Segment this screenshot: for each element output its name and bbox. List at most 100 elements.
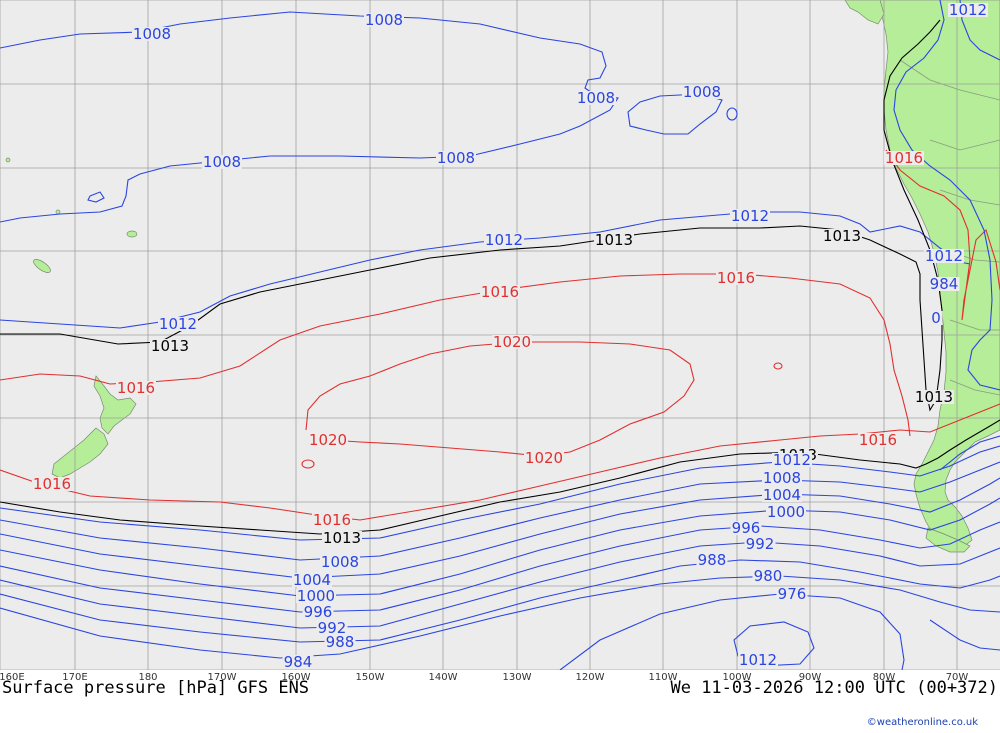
source-credit[interactable]: ©weatheronline.co.uk (866, 717, 978, 728)
isobar-label: 996 (304, 603, 333, 621)
pressure-map: 1008 1008 1008 1008 1008 1008 1012 1012 1012 1012… (0, 0, 1000, 670)
isobar-label-backdrop (312, 513, 352, 527)
longitude-label: 110W (648, 672, 678, 683)
isobar-label-backdrop (696, 553, 728, 567)
isobar-label-backdrop (316, 621, 348, 635)
isobar-label: 1020 (309, 431, 347, 449)
south-america-landmass (879, 0, 1000, 549)
map-valid-time: We 11-03-2026 12:00 UTC (00+372) (670, 678, 998, 698)
isobar-1016-main (0, 273, 911, 437)
longitude-label: 80W (872, 672, 896, 683)
isobar-label-backdrop (132, 27, 172, 41)
isobar-label-backdrop (324, 635, 356, 649)
isobar-label: 1000 (297, 587, 335, 605)
isobar-label-backdrop (772, 453, 812, 467)
isobar-label-backdrop (682, 85, 722, 99)
isobar-label: 1012 (485, 231, 523, 249)
isobar-label-backdrop (766, 505, 806, 519)
longitude-label: 70W (945, 672, 969, 683)
isobar-label: 988 (326, 633, 355, 651)
isobar-label: 1013 (823, 227, 861, 245)
isobar-1008-north (0, 11, 619, 223)
isobar-label: 1004 (293, 571, 331, 589)
isobar-label-backdrop (292, 573, 332, 587)
isobar-label: 1012 (739, 651, 777, 669)
isobar-label: 1008 (133, 25, 171, 43)
isobar-996-south (0, 521, 1000, 613)
isobar-label-backdrop (282, 655, 314, 669)
isobar-label: 1012 (925, 247, 963, 265)
isobar-label: 1020 (525, 449, 563, 467)
isobar-label-backdrop (296, 589, 336, 603)
isobar-label: 1013 (595, 231, 633, 249)
isobar-label: 1016 (313, 511, 351, 529)
island-new-caledonia (33, 259, 51, 273)
isobar-label-backdrop (436, 151, 476, 165)
isobar-1008-south (0, 461, 1000, 561)
isobar-label: 1000 (767, 503, 805, 521)
isobar-1013-south (0, 419, 1000, 535)
isobar-label: 1012 (773, 451, 811, 469)
isobar-label: 1013 (323, 529, 361, 547)
isobar-label-backdrop (364, 13, 404, 27)
isobar-label-backdrop (858, 433, 898, 447)
isobar-label: 1016 (717, 269, 755, 287)
central-america-landmass (844, 0, 885, 25)
isobar-label-backdrop (716, 271, 756, 285)
isobar-label: 1012 (731, 207, 769, 225)
isobar-atlantic-blue-3 (939, 435, 1000, 471)
isobar-1016-south (0, 403, 1000, 521)
isobar-992-south (0, 541, 1000, 629)
isobar-label: 1012 (949, 1, 987, 19)
isobar-label: 1016 (885, 149, 923, 167)
isobar-label-backdrop (524, 451, 564, 465)
isobar-label-backdrop (202, 155, 242, 169)
isobar-984-south (0, 575, 1000, 659)
isobar-1012-main (0, 211, 971, 329)
isobar-label: 1008 (437, 149, 475, 167)
isobar-label: 1016 (33, 475, 71, 493)
isobar-atlantic-blue (893, 0, 1000, 391)
isobar-label: 1013 (915, 388, 953, 406)
isobar-1000-south (0, 497, 1000, 597)
isobar-1012-south (0, 445, 1000, 541)
isobar-988-south (0, 559, 1000, 643)
isobar-label-backdrop (322, 531, 362, 545)
isobar-label-backdrop (158, 317, 198, 331)
isobar-label: 1008 (683, 83, 721, 101)
island-dot (5, 157, 11, 163)
isobar-label: 1008 (321, 553, 359, 571)
isobar-label-backdrop (752, 569, 784, 583)
isobar-label-backdrop (302, 605, 334, 619)
isobar-label: 984 (930, 275, 959, 293)
isobar-label: 1012 (159, 315, 197, 333)
isobar-label-backdrop (929, 311, 943, 325)
isobar-label: 992 (746, 535, 775, 553)
isobar-label-backdrop (320, 555, 360, 569)
isobar-label-backdrop (594, 233, 634, 247)
isobar-label-backdrop (730, 521, 762, 535)
isobar-1008-small (726, 107, 738, 121)
isobar-1013-main (0, 19, 943, 412)
isobar-1016-north (885, 149, 1000, 321)
isobar-label-backdrop (822, 229, 862, 243)
isobar-label: 988 (698, 551, 727, 569)
land-layer (5, 0, 1000, 553)
isobar-label-backdrop (32, 477, 72, 491)
isobar-984-far-east (929, 619, 1000, 651)
new-zealand-north-island (93, 375, 137, 435)
longitude-label: 130W (502, 672, 532, 683)
longitude-label: 170W (207, 672, 237, 683)
isobar-label: 980 (754, 567, 783, 585)
isobar-label-backdrop (492, 335, 532, 349)
isobar-label-backdrop (948, 3, 988, 17)
isobar-label-backdrop (150, 339, 190, 353)
isobar-label: 1004 (763, 486, 801, 504)
island-fiji (126, 230, 138, 238)
isobar-label: 992 (318, 619, 347, 637)
isobar-label-backdrop (762, 471, 802, 485)
isobar-label-backdrop (762, 488, 802, 502)
isobar-label-backdrop (924, 249, 964, 263)
